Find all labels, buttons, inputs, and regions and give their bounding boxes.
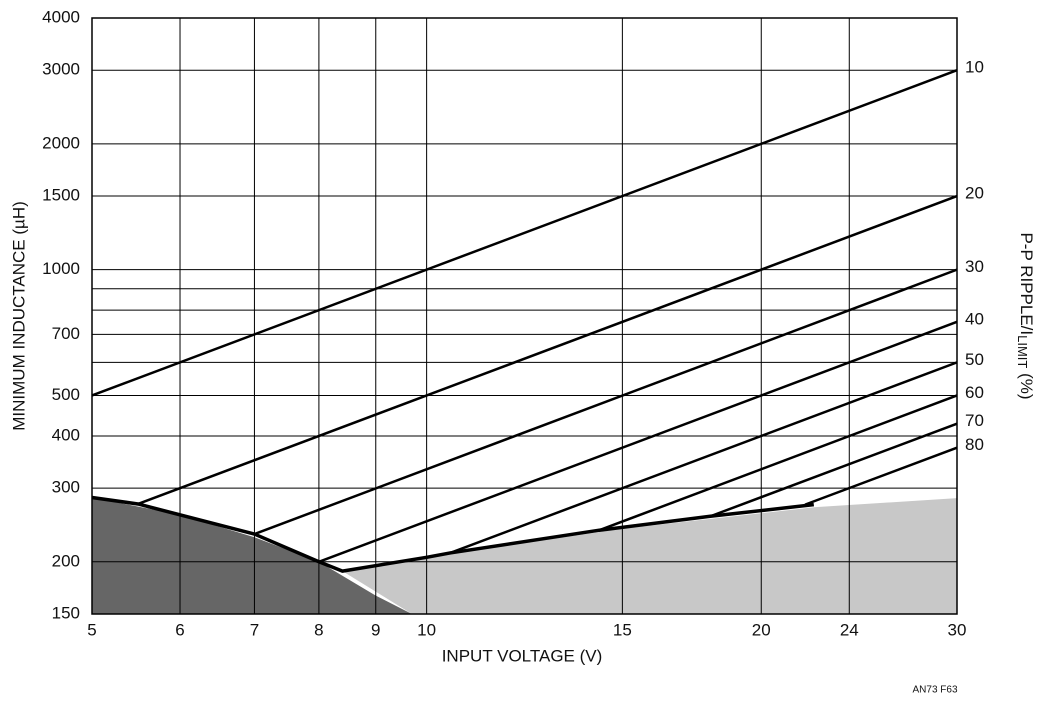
x-tick-label: 9 xyxy=(371,620,380,639)
y-tick-label: 400 xyxy=(52,425,80,444)
series-label: 10 xyxy=(965,58,984,77)
y-tick-label: 2000 xyxy=(42,133,80,152)
x-tick-label: 20 xyxy=(752,620,771,639)
y2-title-sub: LIMIT xyxy=(1015,335,1030,368)
y-tick-label: 300 xyxy=(52,478,80,497)
y-axis-title: MINIMUM INDUCTANCE (µH) xyxy=(9,201,28,431)
series-label: 50 xyxy=(965,350,984,369)
x-tick-label: 8 xyxy=(314,620,323,639)
x-tick-label: 5 xyxy=(87,620,96,639)
series-label: 70 xyxy=(965,411,984,430)
ripple-line xyxy=(598,394,958,532)
y-tick-label: 700 xyxy=(52,324,80,343)
ripple-line xyxy=(804,446,958,506)
x-tick-label: 6 xyxy=(175,620,184,639)
series-label: 80 xyxy=(965,435,984,454)
footnote: AN73 F63 xyxy=(912,685,957,696)
x-tick-label: 7 xyxy=(250,620,259,639)
series-label: 60 xyxy=(965,383,984,402)
light-region xyxy=(342,498,958,614)
series-label: 30 xyxy=(965,257,984,276)
y-tick-label: 1000 xyxy=(42,259,80,278)
y2-title-part: P-P RIPPLE/I xyxy=(1017,232,1036,335)
series-label: 20 xyxy=(965,184,984,203)
x-axis-title: INPUT VOLTAGE (V) xyxy=(442,646,603,665)
plot-frame xyxy=(91,17,958,615)
y2-axis-title: P-P RIPPLE/ILIMIT (%) xyxy=(1015,232,1036,399)
ripple-line xyxy=(137,194,958,506)
y-tick-label: 4000 xyxy=(42,7,80,26)
boundary-line xyxy=(91,495,815,573)
x-tick-label: 10 xyxy=(417,620,436,639)
ripple-line xyxy=(449,361,958,555)
y-tick-label: 200 xyxy=(52,551,80,570)
ripple-line xyxy=(709,422,958,518)
dark-region xyxy=(92,497,412,614)
x-tick-label: 24 xyxy=(840,620,859,639)
x-tick-label: 30 xyxy=(948,620,967,639)
ripple-line xyxy=(253,268,958,536)
y-tick-label: 150 xyxy=(52,603,80,622)
x-tick-label: 15 xyxy=(613,620,632,639)
ripple-line xyxy=(91,69,958,397)
y-tick-label: 1500 xyxy=(42,186,80,205)
series-label: 40 xyxy=(965,309,984,328)
y-tick-label: 3000 xyxy=(42,60,80,79)
ripple-line xyxy=(318,320,958,563)
y2-title-part: (%) xyxy=(1017,368,1036,399)
y-tick-label: 500 xyxy=(52,385,80,404)
